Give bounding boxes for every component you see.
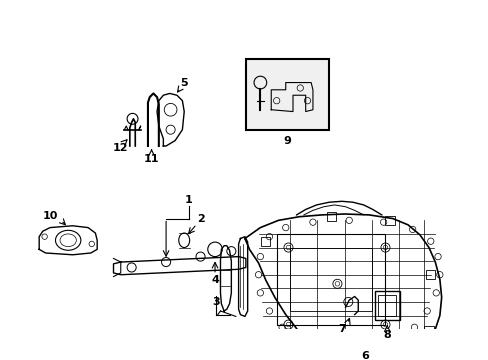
Bar	[380, 350, 389, 359]
Bar	[261, 237, 270, 246]
Text: 5: 5	[180, 77, 188, 87]
Bar	[290, 248, 371, 311]
Text: 11: 11	[143, 154, 159, 164]
Text: 10: 10	[42, 211, 58, 221]
Bar	[374, 291, 399, 320]
Text: 3: 3	[212, 297, 219, 307]
Text: 8: 8	[383, 329, 390, 339]
Text: 12: 12	[113, 143, 128, 153]
Text: 2: 2	[196, 213, 204, 224]
Text: 9: 9	[283, 136, 291, 145]
Bar	[326, 212, 335, 221]
Bar	[276, 234, 385, 325]
Bar	[377, 295, 396, 316]
Text: 7: 7	[337, 324, 345, 334]
Text: 6: 6	[361, 351, 369, 360]
Text: 4: 4	[211, 275, 219, 285]
Bar	[245, 59, 328, 130]
Bar	[424, 327, 433, 336]
Text: 1: 1	[184, 195, 192, 206]
Bar	[385, 216, 394, 225]
Bar	[426, 270, 434, 279]
